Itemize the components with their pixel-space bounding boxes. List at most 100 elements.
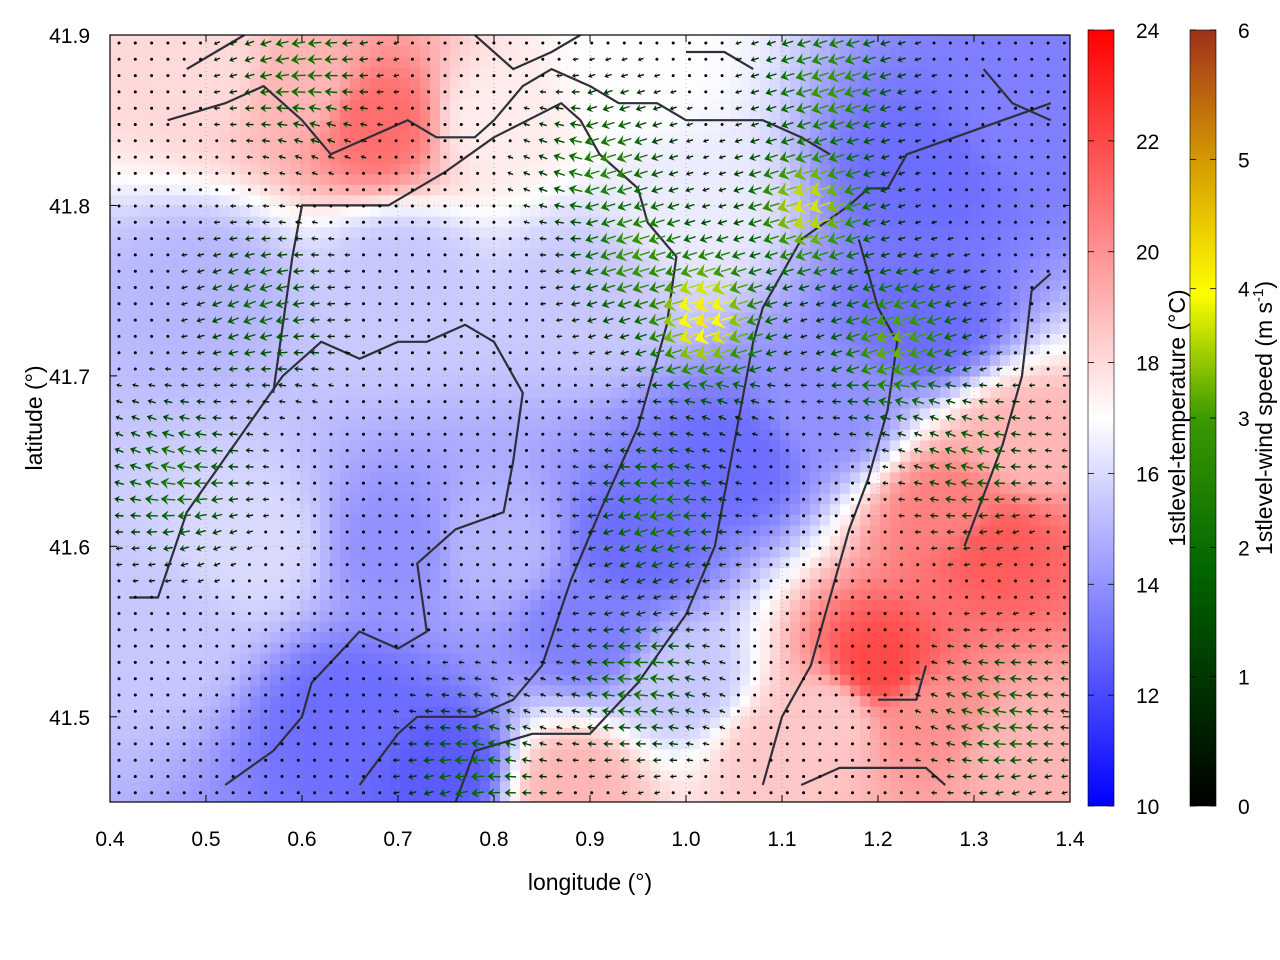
heatmap-cell <box>790 343 801 356</box>
heatmap-cell <box>610 397 621 409</box>
heatmap-cell <box>140 109 151 121</box>
heatmap-cell <box>370 716 381 729</box>
heatmap-cell <box>620 418 631 430</box>
heatmap-cell <box>580 407 591 420</box>
heatmap-cell <box>270 130 281 143</box>
heatmap-cell <box>610 567 621 579</box>
heatmap-cell <box>720 695 731 707</box>
heatmap-cell <box>380 226 391 238</box>
heatmap-cell <box>700 727 711 739</box>
heatmap-cell <box>410 556 421 569</box>
heatmap-cell <box>300 493 311 505</box>
heatmap-cell <box>180 407 191 420</box>
heatmap-cell <box>720 610 731 622</box>
heatmap-cell <box>290 439 301 452</box>
heatmap-cell <box>140 354 151 366</box>
heatmap-cell <box>220 152 231 164</box>
heatmap-cell <box>660 258 671 270</box>
heatmap-cell <box>240 184 251 196</box>
heatmap-cell <box>170 258 181 270</box>
heatmap-cell <box>770 759 781 771</box>
heatmap-cell <box>740 45 751 57</box>
heatmap-cell <box>760 397 771 409</box>
heatmap-cell <box>580 610 591 622</box>
heatmap-cell <box>640 514 651 526</box>
heatmap-cell <box>740 535 751 547</box>
heatmap-cell <box>510 56 521 68</box>
heatmap-cell <box>440 546 451 558</box>
heatmap-cell <box>580 141 591 153</box>
heatmap-cell <box>670 173 681 185</box>
heatmap-cell <box>340 269 351 281</box>
heatmap-cell <box>290 66 301 79</box>
heatmap-cell <box>210 375 221 388</box>
heatmap-cell <box>700 439 711 452</box>
heatmap-cell <box>670 631 681 643</box>
heatmap-cell <box>430 194 441 207</box>
heatmap-cell <box>290 620 301 633</box>
heatmap-cell <box>670 269 681 281</box>
heatmap-cell <box>400 280 411 292</box>
heatmap-cell <box>590 343 601 356</box>
heatmap-cell <box>150 620 161 633</box>
heatmap-cell <box>570 674 581 686</box>
heatmap-cell <box>200 258 211 270</box>
heatmap-cell <box>710 599 721 611</box>
heatmap-cell <box>790 162 801 175</box>
heatmap-cell <box>490 290 501 302</box>
heatmap-cell <box>790 66 801 79</box>
heatmap-cell <box>600 631 611 643</box>
heatmap-cell <box>780 610 791 622</box>
heatmap-cell <box>510 567 521 579</box>
heatmap-cell <box>300 588 311 601</box>
heatmap-cell <box>680 141 691 153</box>
heatmap-cell <box>720 194 731 207</box>
heatmap-cell <box>610 269 621 281</box>
heatmap-cell <box>180 397 191 409</box>
heatmap-cell <box>630 525 641 537</box>
heatmap-cell <box>700 290 711 302</box>
heatmap-cell <box>220 311 231 324</box>
heatmap-cell <box>420 727 431 739</box>
heatmap-cell <box>780 578 791 590</box>
heatmap-cell <box>230 130 241 143</box>
heatmap-cell <box>580 695 591 707</box>
heatmap-cell <box>750 578 761 590</box>
heatmap-cell <box>730 471 741 484</box>
heatmap-cell <box>240 695 251 707</box>
heatmap-cell <box>280 333 291 345</box>
heatmap-cell <box>400 66 411 79</box>
heatmap-cell <box>210 354 221 366</box>
heatmap-cell <box>760 311 771 324</box>
heatmap-cell <box>350 173 361 185</box>
heatmap-cell <box>180 173 191 185</box>
heatmap-cell <box>470 514 481 526</box>
heatmap-cell <box>400 98 411 111</box>
heatmap-cell <box>720 525 731 537</box>
heatmap-cell <box>160 194 171 207</box>
heatmap-cell <box>210 791 221 802</box>
heatmap-cell <box>420 56 431 68</box>
heatmap-cell <box>600 397 611 409</box>
heatmap-cell <box>520 258 531 270</box>
heatmap-cell <box>790 770 801 782</box>
heatmap-cell <box>270 684 281 697</box>
heatmap-cell <box>160 546 171 558</box>
heatmap-cell <box>640 748 651 760</box>
heatmap-cell <box>660 152 671 164</box>
heatmap-cell <box>670 226 681 238</box>
heatmap-cell <box>450 343 461 356</box>
heatmap-cell <box>320 365 331 377</box>
heatmap-cell <box>500 98 511 111</box>
heatmap-cell <box>550 375 561 388</box>
heatmap-cell <box>450 556 461 569</box>
heatmap-cell <box>400 109 411 121</box>
heatmap-cell <box>640 610 651 622</box>
heatmap-cell <box>610 439 621 452</box>
heatmap-cell <box>720 652 731 665</box>
heatmap-cell <box>350 525 361 537</box>
heatmap-cell <box>140 184 151 196</box>
heatmap-cell <box>150 130 161 143</box>
heatmap-cell <box>500 88 511 100</box>
heatmap-cell <box>560 407 571 420</box>
